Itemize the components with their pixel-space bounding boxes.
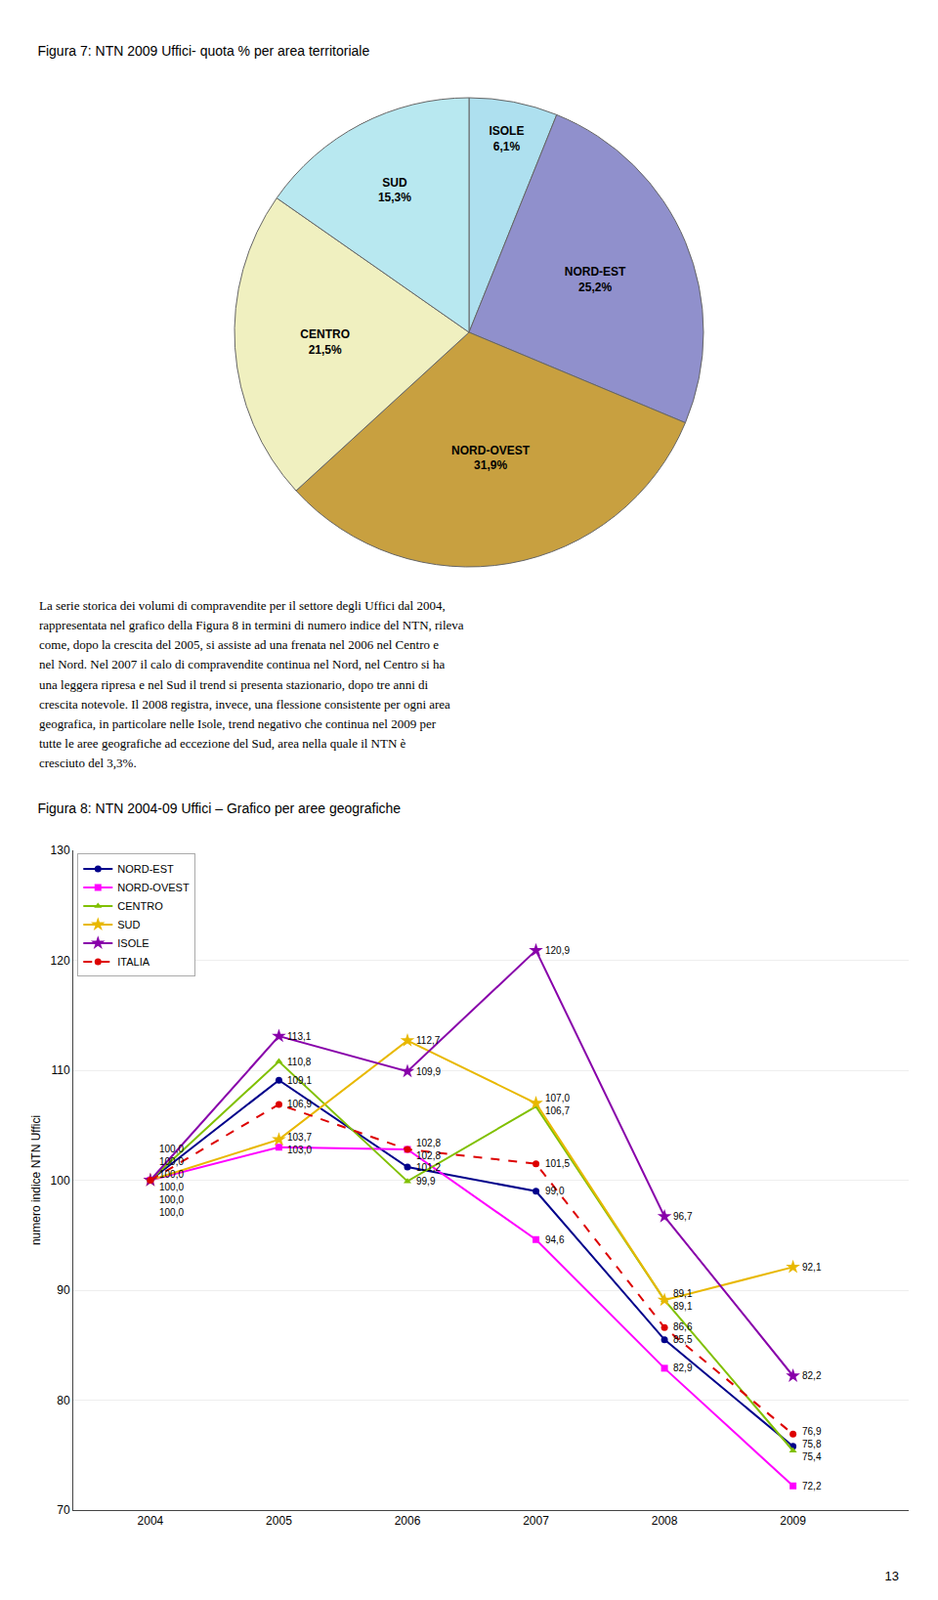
svg-text:89,1: 89,1 (673, 1300, 693, 1312)
svg-text:101,2: 101,2 (416, 1161, 441, 1173)
svg-text:101,5: 101,5 (545, 1157, 570, 1169)
html-text:13: 13 (884, 1568, 899, 1583)
svg-text:ISOLE6,1%: ISOLE6,1% (488, 124, 524, 154)
svg-text:NORD-EST: NORD-EST (117, 862, 174, 875)
svg-text:SUD: SUD (117, 918, 140, 931)
svg-text:2006: 2006 (394, 1513, 422, 1528)
svg-text:100,0: 100,0 (159, 1143, 184, 1154)
svg-text:106,7: 106,7 (545, 1105, 570, 1116)
svg-text:CENTRO: CENTRO (117, 899, 164, 912)
svg-text:100,0: 100,0 (159, 1206, 184, 1218)
svg-text:90: 90 (56, 1282, 71, 1297)
svg-text:112,7: 112,7 (416, 1034, 441, 1046)
svg-text:130: 130 (50, 843, 71, 857)
svg-text:96,7: 96,7 (673, 1210, 693, 1222)
svg-text:106,9: 106,9 (287, 1098, 312, 1109)
svg-text:120,9: 120,9 (545, 944, 570, 956)
svg-text:103,7: 103,7 (287, 1131, 312, 1143)
svg-text:103,0: 103,0 (287, 1144, 312, 1155)
svg-text:NORD-EST25,2%: NORD-EST25,2% (564, 264, 627, 295)
svg-text:86,6: 86,6 (673, 1321, 693, 1332)
svg-text:2004: 2004 (137, 1513, 165, 1528)
svg-text:100,0: 100,0 (159, 1168, 184, 1180)
svg-text:100,0: 100,0 (159, 1181, 184, 1193)
svg-text:82,9: 82,9 (673, 1362, 693, 1373)
svg-text:76,9: 76,9 (802, 1425, 822, 1437)
svg-text:2005: 2005 (265, 1513, 293, 1528)
svg-text:70: 70 (56, 1502, 71, 1517)
svg-text:SUD15,3%: SUD15,3% (378, 175, 412, 206)
svg-text:110: 110 (50, 1063, 70, 1077)
svg-text:99,0: 99,0 (545, 1185, 565, 1196)
svg-text:2008: 2008 (651, 1513, 679, 1528)
svg-text:75,8: 75,8 (802, 1438, 822, 1450)
svg-text:Figura 8: NTN 2004-09 Uffici –: Figura 8: NTN 2004-09 Uffici – Grafico p… (37, 800, 401, 816)
html-text:La serie storica dei volumi di: La serie storica dei volumi di compraven… (39, 597, 464, 771)
svg-text:113,1: 113,1 (287, 1030, 312, 1042)
svg-text:89,1: 89,1 (673, 1287, 693, 1299)
svg-text:NORD-OVEST: NORD-OVEST (117, 881, 190, 894)
svg-text:NORD-OVEST31,9%: NORD-OVEST31,9% (451, 443, 531, 473)
svg-text:85,5: 85,5 (673, 1333, 693, 1345)
svg-text:80: 80 (56, 1393, 71, 1407)
svg-text:94,6: 94,6 (545, 1234, 565, 1245)
svg-text:120: 120 (50, 953, 71, 968)
svg-text:102,8: 102,8 (416, 1150, 441, 1161)
svg-text:109,1: 109,1 (287, 1074, 312, 1086)
svg-text:110,8: 110,8 (287, 1056, 312, 1067)
svg-text:72,2: 72,2 (802, 1480, 822, 1492)
svg-text:92,1: 92,1 (802, 1261, 822, 1273)
svg-text:82,2: 82,2 (802, 1369, 822, 1381)
svg-text:100: 100 (50, 1173, 71, 1188)
svg-text:2009: 2009 (779, 1513, 807, 1528)
svg-text:ITALIA: ITALIA (117, 955, 150, 968)
svg-text:numero indice NTN Uffici: numero indice NTN Uffici (29, 1114, 43, 1245)
svg-text:75,4: 75,4 (802, 1450, 822, 1462)
svg-text:2007: 2007 (522, 1513, 550, 1528)
svg-text:99,9: 99,9 (416, 1175, 436, 1187)
svg-text:102,8: 102,8 (416, 1137, 441, 1149)
svg-text:ISOLE: ISOLE (117, 937, 149, 949)
svg-text:100,0: 100,0 (159, 1155, 184, 1167)
svg-text:107,0: 107,0 (545, 1092, 570, 1104)
svg-text:109,9: 109,9 (416, 1065, 441, 1077)
svg-text:100,0: 100,0 (159, 1193, 184, 1205)
svg-text:CENTRO21,5%: CENTRO21,5% (299, 327, 350, 357)
svg-text:Figura 7: NTN 2009 Uffici- quo: Figura 7: NTN 2009 Uffici- quota % per a… (37, 42, 370, 59)
